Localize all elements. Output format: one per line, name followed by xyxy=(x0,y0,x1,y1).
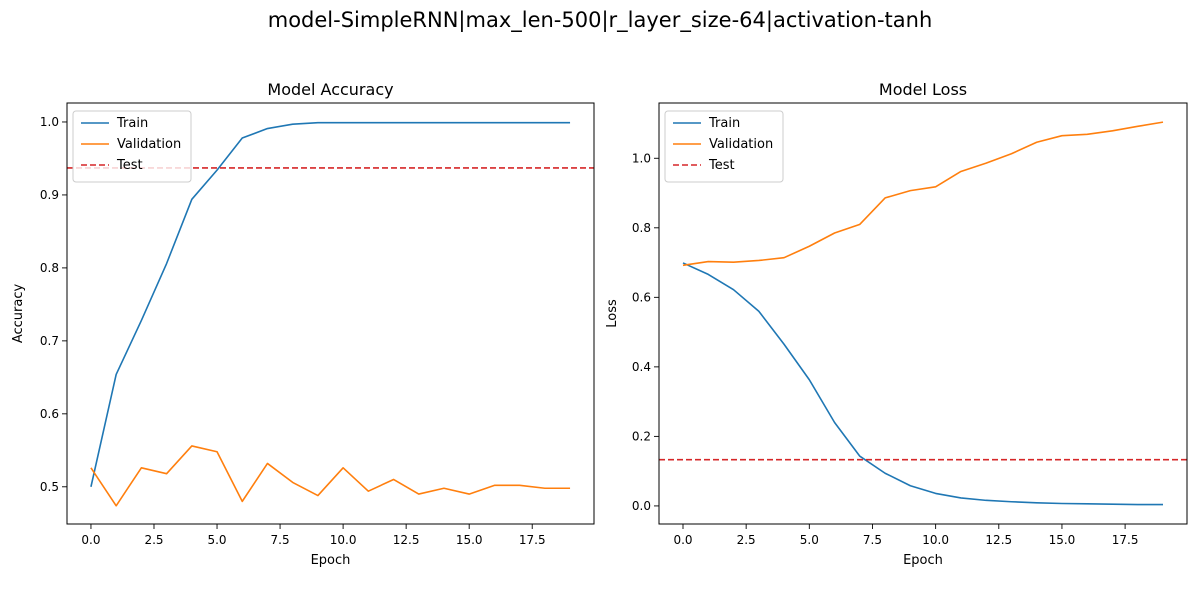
chart-2-y-tick-label: 1.0 xyxy=(632,151,651,165)
chart-2-y-axis-label: Loss xyxy=(605,299,620,328)
chart-2-legend-label-train: Train xyxy=(708,116,740,131)
chart-2-title: Model Loss xyxy=(879,80,967,99)
chart-1-x-tick-label: 5.0 xyxy=(207,533,226,547)
chart-2-x-tick-label: 17.5 xyxy=(1112,533,1139,547)
chart-1-title: Model Accuracy xyxy=(267,80,393,99)
chart-1-x-tick-label: 2.5 xyxy=(144,533,163,547)
chart-1-legend-label-train: Train xyxy=(116,116,148,131)
chart-1-y-tick-label: 0.6 xyxy=(40,407,59,421)
chart-2-legend-label-validation: Validation xyxy=(709,137,773,152)
chart-2-legend-label-test: Test xyxy=(708,158,735,173)
chart-1-x-tick-label: 15.0 xyxy=(456,533,483,547)
chart-1-legend-label-validation: Validation xyxy=(117,137,181,152)
chart-1-y-tick-label: 1.0 xyxy=(40,115,59,129)
chart-1-x-tick-label: 17.5 xyxy=(519,533,546,547)
chart-1-series-validation-line xyxy=(90,445,571,507)
chart-1-series-train-line xyxy=(90,121,571,487)
chart-1-plot-frame xyxy=(66,102,595,525)
chart-2-series-train-line xyxy=(682,262,1163,506)
chart-1-legend-label-test: Test xyxy=(116,158,143,173)
chart-1-y-axis-label: Accuracy xyxy=(11,284,26,344)
chart-2-x-axis-label: Epoch xyxy=(903,553,943,568)
chart-2-x-tick-label: 15.0 xyxy=(1049,533,1076,547)
chart-1-y-tick-label: 0.9 xyxy=(40,188,59,202)
figure-suptitle: model-SimpleRNN|max_len-500|r_layer_size… xyxy=(267,8,933,32)
chart-2-x-tick-label: 5.0 xyxy=(800,533,819,547)
chart-1-x-tick-label: 10.0 xyxy=(330,533,357,547)
chart-1-x-tick-label: 7.5 xyxy=(271,533,290,547)
chart-1-y-tick-label: 0.8 xyxy=(40,261,59,275)
chart-2-y-tick-label: 0.2 xyxy=(632,429,651,443)
chart-1-x-tick-label: 12.5 xyxy=(393,533,420,547)
chart-2-x-tick-label: 10.0 xyxy=(922,533,949,547)
chart-1-y-tick-label: 0.7 xyxy=(40,334,59,348)
chart-1-y-tick-label: 0.5 xyxy=(40,480,59,494)
chart-2-x-tick-label: 0.0 xyxy=(673,533,692,547)
chart-2-y-tick-label: 0.8 xyxy=(632,221,651,235)
chart-1-x-axis-label: Epoch xyxy=(311,553,351,568)
chart-2-y-tick-label: 0.6 xyxy=(632,290,651,304)
chart-2-x-tick-label: 2.5 xyxy=(737,533,756,547)
chart-2-plot-frame xyxy=(658,102,1188,525)
chart-1-x-tick-label: 0.0 xyxy=(81,533,100,547)
chart-2-y-tick-label: 0.4 xyxy=(632,360,651,374)
chart-2-series-validation-line xyxy=(682,121,1164,267)
chart-2-y-tick-label: 0.0 xyxy=(632,499,651,513)
chart-2-x-tick-label: 12.5 xyxy=(985,533,1012,547)
chart-2-x-tick-label: 7.5 xyxy=(863,533,882,547)
